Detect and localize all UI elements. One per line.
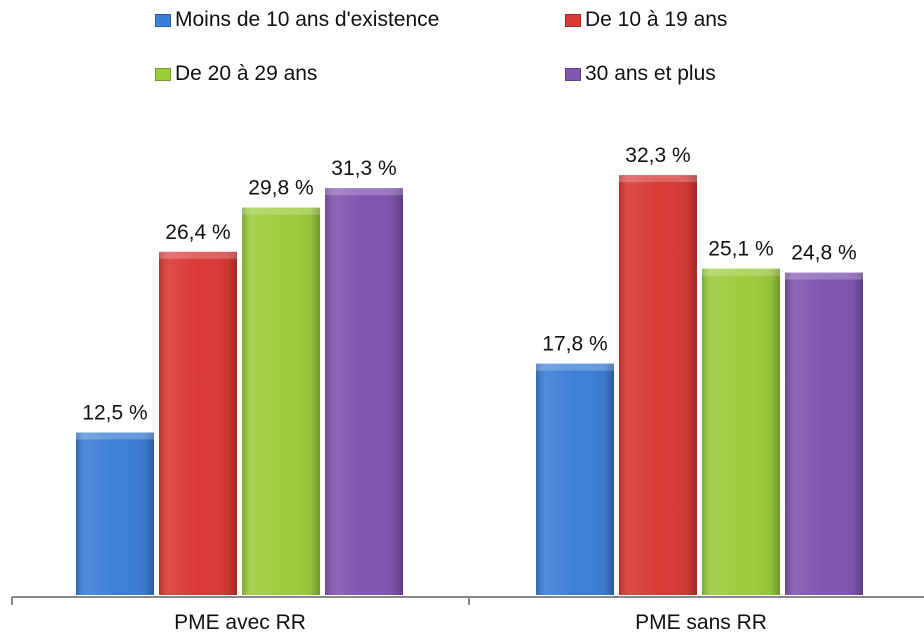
legend-swatch-series-1 — [155, 13, 171, 27]
bar-value-label-2-3: 25,1 % — [708, 238, 773, 261]
legend-swatch-series-2 — [565, 13, 581, 27]
legend-item-series-4: 30 ans et plus — [565, 62, 716, 86]
bar-2-1 — [536, 363, 614, 595]
bar-value-label-1-3: 29,8 % — [248, 177, 313, 200]
bar-1-2 — [159, 251, 237, 596]
bar-value-label-2-4: 24,8 % — [791, 242, 856, 265]
legend-item-series-1: Moins de 10 ans d'existence — [155, 8, 439, 32]
bar-value-label-1-1: 12,5 % — [82, 402, 147, 425]
category-label-1: PME avec RR — [174, 611, 306, 634]
legend-swatch-series-3 — [155, 67, 171, 81]
category-label-2: PME sans RR — [635, 611, 767, 634]
legend-label-series-2: De 10 à 19 ans — [585, 8, 728, 31]
legend-label-series-4: 30 ans et plus — [585, 62, 716, 85]
legend-swatch-series-4 — [565, 67, 581, 81]
legend-label-series-3: De 20 à 29 ans — [175, 62, 318, 85]
bar-2-4 — [785, 272, 863, 595]
legend-label-series-1: Moins de 10 ans d'existence — [175, 8, 440, 31]
bar-value-label-1-2: 26,4 % — [165, 221, 230, 244]
bar-1-3 — [242, 207, 320, 595]
bar-2-3 — [702, 268, 780, 595]
legend-item-series-2: De 10 à 19 ans — [565, 8, 727, 32]
bar-1-1 — [76, 432, 154, 595]
legend-item-series-3: De 20 à 29 ans — [155, 62, 317, 86]
bar-value-label-1-4: 31,3 % — [331, 157, 396, 180]
bar-value-label-2-2: 32,3 % — [625, 144, 690, 167]
bar-value-label-2-1: 17,8 % — [542, 333, 607, 356]
bar-1-4 — [325, 188, 403, 595]
bar-2-2 — [619, 175, 697, 595]
